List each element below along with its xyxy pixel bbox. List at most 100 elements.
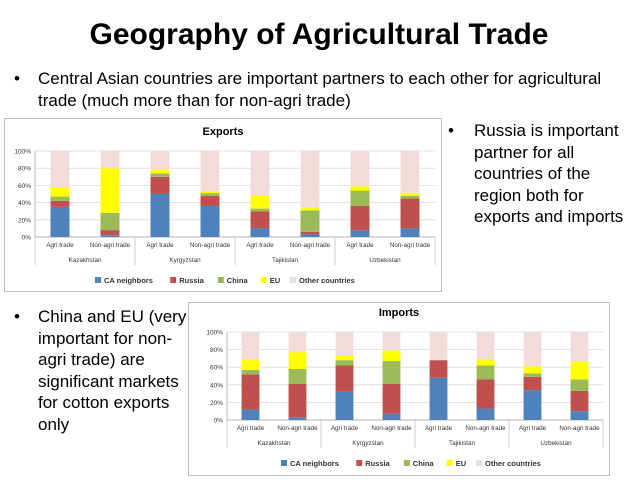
bar-eu-2 — [150, 169, 170, 174]
bar-ca-neighbors-1 — [288, 417, 307, 420]
bar-eu-7 — [570, 361, 589, 380]
bar-russia-3 — [382, 383, 401, 414]
legend-label-china: China — [413, 459, 435, 468]
bar-russia-0 — [241, 374, 260, 410]
bullet-icon: • — [14, 69, 20, 88]
bar-eu-6 — [350, 186, 370, 191]
y-tick-label: 60% — [210, 365, 223, 372]
x-tick-label: Non-agri trade — [559, 425, 600, 432]
bar-other-countries-2 — [150, 151, 170, 170]
bar-ca-neighbors-3 — [200, 206, 220, 237]
bar-china-2 — [150, 173, 170, 177]
legend-swatch-eu — [260, 277, 267, 283]
bar-eu-4 — [250, 195, 270, 209]
bar-ca-neighbors-1 — [100, 235, 120, 237]
bar-russia-6 — [523, 376, 542, 391]
bar-ca-neighbors-4 — [429, 377, 448, 420]
bar-china-4 — [250, 208, 270, 212]
bar-other-countries-3 — [382, 332, 401, 351]
slide-title: Geography of Agricultural Trade — [89, 18, 549, 51]
bullet-icon: • — [14, 307, 20, 326]
bar-russia-5 — [300, 231, 320, 235]
x-tick-label: Non-agri trade — [190, 242, 231, 249]
legend-label-other-countries: Other countries — [485, 459, 541, 468]
x-tick-label: Non-agri trade — [465, 425, 506, 432]
legend-label-russia: Russia — [365, 459, 390, 468]
legend-label-eu: EU — [456, 459, 466, 468]
x-tick-label: Agri trade — [425, 425, 453, 432]
legend-swatch-russia — [356, 460, 363, 466]
bar-china-3 — [200, 193, 220, 196]
legend-label-other-countries: Other countries — [299, 276, 355, 285]
bar-ca-neighbors-3 — [382, 413, 401, 420]
group-label: Uzbekistan — [540, 440, 572, 447]
bar-other-countries-3 — [200, 151, 220, 192]
bar-ca-neighbors-0 — [241, 409, 260, 420]
bullet-icon: • — [448, 121, 454, 140]
bullet-text: Russia is important partner for all coun… — [474, 121, 624, 226]
bar-other-countries-6 — [523, 332, 542, 367]
bar-eu-3 — [200, 191, 220, 194]
bar-ca-neighbors-2 — [150, 194, 170, 237]
group-label: Uzbekistan — [369, 257, 401, 264]
bar-russia-7 — [400, 198, 420, 229]
bar-russia-1 — [100, 230, 120, 236]
group-label: Kazakhstan — [69, 257, 102, 264]
bar-other-countries-6 — [350, 151, 370, 187]
bar-china-1 — [100, 212, 120, 231]
y-tick-label: 20% — [210, 400, 223, 407]
bar-eu-0 — [50, 187, 70, 197]
bar-other-countries-5 — [300, 151, 320, 208]
y-tick-label: 100% — [14, 149, 31, 156]
legend-label-russia: Russia — [179, 276, 204, 285]
bar-ca-neighbors-0 — [50, 206, 70, 237]
legend-swatch-russia — [170, 277, 177, 283]
bar-other-countries-7 — [570, 332, 589, 362]
bar-china-6 — [350, 190, 370, 207]
y-tick-label: 60% — [18, 183, 31, 190]
bar-ca-neighbors-6 — [350, 230, 370, 237]
legend-label-ca-neighbors: CA neighbors — [290, 459, 339, 468]
bar-eu-5 — [476, 359, 495, 366]
x-tick-label: Agri trade — [146, 242, 174, 249]
bar-russia-0 — [50, 200, 70, 207]
bar-china-0 — [50, 196, 70, 201]
bar-other-countries-1 — [288, 332, 307, 353]
bar-ca-neighbors-7 — [400, 228, 420, 237]
x-tick-label: Agri trade — [519, 425, 547, 432]
bar-other-countries-0 — [50, 151, 70, 188]
bullet-russia: • Russia is important partner for all co… — [448, 120, 628, 228]
legend-swatch-other-countries — [476, 460, 482, 466]
legend-swatch-eu — [446, 460, 453, 466]
bar-other-countries-0 — [241, 332, 260, 360]
exports-chart: Exports 0% 20% 40% 60% 80% 100% Agri trade Non-a… — [14, 126, 436, 285]
bar-china-2 — [335, 360, 354, 366]
y-tick-label: 0% — [22, 235, 32, 242]
x-tick-label: Non-agri trade — [90, 242, 131, 249]
group-label: Tajikistan — [272, 257, 298, 264]
x-tick-label: Agri trade — [331, 425, 359, 432]
bar-ca-neighbors-6 — [523, 390, 542, 420]
bar-russia-2 — [335, 365, 354, 392]
bar-other-countries-7 — [400, 151, 420, 194]
exports-chart-frame: Exports 0% 20% 40% 60% 80% 100% Agri trade Non-a… — [4, 118, 442, 292]
group-label: Kyrgyzstan — [169, 257, 201, 264]
bar-russia-4 — [429, 360, 448, 378]
bar-china-5 — [300, 210, 320, 232]
bar-ca-neighbors-2 — [335, 391, 354, 420]
bullet-text: Central Asian countries are important pa… — [38, 69, 602, 110]
bar-china-6 — [523, 373, 542, 377]
bar-eu-5 — [300, 207, 320, 211]
y-tick-label: 0% — [214, 418, 224, 425]
x-tick-label: Non-agri trade — [371, 425, 412, 432]
bar-other-countries-4 — [250, 151, 270, 196]
bar-russia-6 — [350, 206, 370, 231]
bar-russia-5 — [476, 379, 495, 409]
legend-swatch-other-countries — [290, 277, 296, 283]
x-tick-label: Non-agri trade — [390, 242, 431, 249]
imports-chart: Imports 0% 20% 40% 60% 80% 100% Agri trade Non-a… — [206, 307, 604, 468]
bar-ca-neighbors-5 — [476, 408, 495, 420]
bar-china-7 — [400, 195, 420, 199]
bar-eu-2 — [335, 354, 354, 361]
bar-china-7 — [570, 379, 589, 391]
